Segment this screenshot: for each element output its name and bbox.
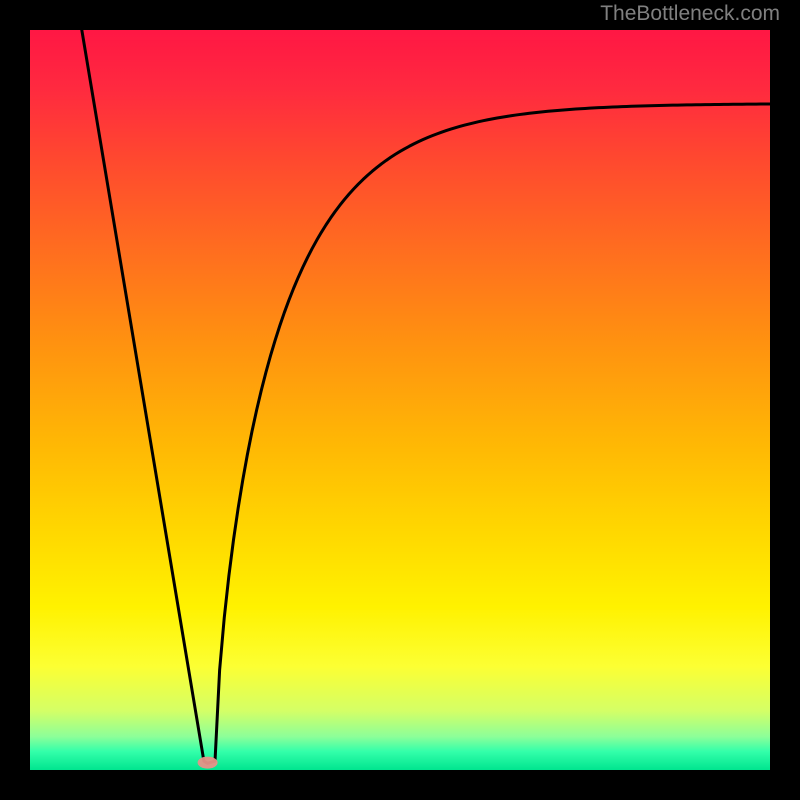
chart-wrapper: { "watermark": { "text": "TheBottleneck.… xyxy=(0,0,800,800)
chart-svg xyxy=(0,0,800,800)
sweet-spot-marker xyxy=(198,757,218,769)
plot-background xyxy=(30,30,770,770)
watermark-text: TheBottleneck.com xyxy=(600,2,780,26)
